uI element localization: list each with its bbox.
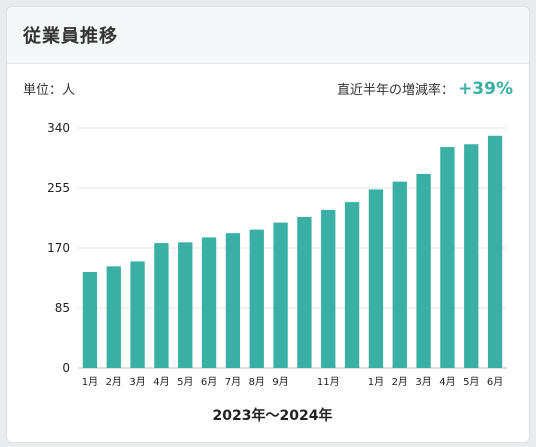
x-tick-label: 8月 — [249, 376, 265, 388]
bar — [225, 233, 241, 368]
bar — [130, 261, 145, 368]
bar-chart: 0 85 170 255 340 1月 2月 3月 4月 5月 6月 7月 8月 9月 11月 1月 2月 3月 4… — [47, 121, 507, 424]
bar — [487, 135, 503, 368]
bar — [178, 242, 193, 368]
bar — [392, 181, 407, 368]
change-rate-label: 直近半年の増減率： — [337, 83, 455, 98]
x-tick-label: 1月 — [368, 376, 384, 388]
x-tick-label: 4月 — [439, 376, 455, 388]
card-header: 従業員推移 — [7, 7, 529, 64]
x-tick-label: 3月 — [415, 376, 431, 388]
change-rate: 直近半年の増減率： +39% — [337, 79, 513, 99]
bar — [297, 216, 312, 368]
x-tick-label: 6月 — [487, 376, 503, 388]
x-tick-label: 1月 — [82, 376, 98, 388]
x-tick-label: 11月 — [317, 376, 340, 388]
x-tick-label: 9月 — [272, 376, 288, 388]
bar — [273, 222, 288, 368]
change-rate-value: +39% — [458, 79, 513, 99]
y-tick-label: 340 — [47, 121, 70, 135]
bar — [440, 147, 455, 368]
x-tick-label: 2月 — [106, 376, 122, 388]
y-tick-label: 255 — [47, 181, 70, 195]
bar — [201, 237, 217, 368]
bar — [368, 189, 384, 368]
bar — [344, 202, 360, 368]
unit-label: 単位：人 — [23, 83, 76, 98]
bar — [249, 229, 264, 368]
bar — [464, 144, 479, 368]
x-axis-title: 2023年〜2024年 — [213, 407, 333, 424]
bar — [82, 272, 98, 368]
bar — [106, 266, 121, 368]
bar — [416, 173, 431, 368]
x-tick-label: 4月 — [153, 376, 169, 388]
y-tick-label: 85 — [55, 301, 70, 315]
x-tick-label: 3月 — [129, 376, 145, 388]
y-tick-label: 170 — [47, 241, 70, 255]
bar — [321, 209, 336, 368]
x-tick-label: 5月 — [177, 376, 193, 388]
x-tick-label: 6月 — [201, 376, 217, 388]
x-tick-label: 5月 — [463, 376, 479, 388]
y-tick-label: 0 — [62, 361, 70, 375]
employee-trend-card: 従業員推移 単位：人 直近半年の増減率： +39% 0 85 170 255 340 1月… — [6, 6, 530, 443]
x-tick-label: 7月 — [225, 376, 241, 388]
card-title: 従業員推移 — [23, 26, 118, 47]
x-tick-label: 2月 — [392, 376, 408, 388]
bar — [154, 243, 169, 368]
